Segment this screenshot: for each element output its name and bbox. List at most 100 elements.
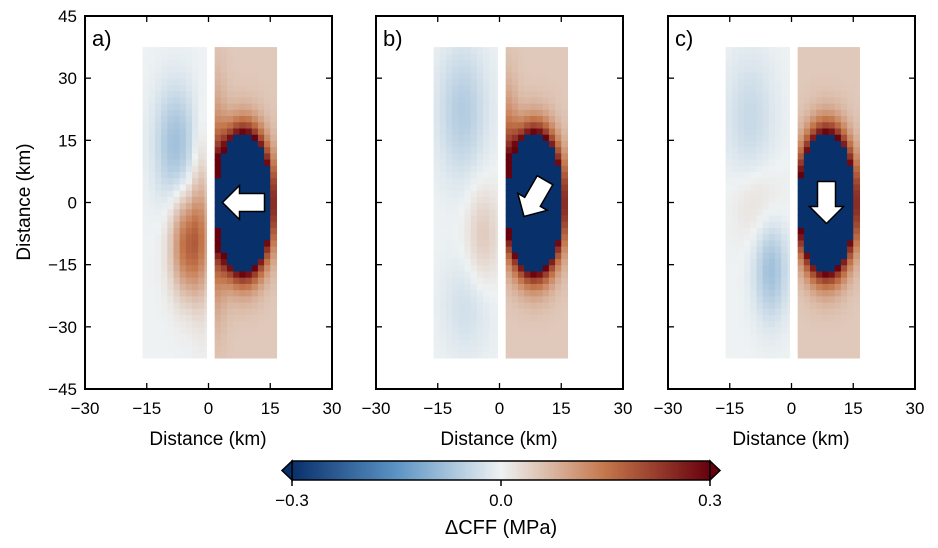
heatmap-cell [179,190,187,197]
heatmap-cell [233,246,240,253]
heatmap-cell [167,239,175,247]
heatmap-cell [257,227,265,235]
heatmap-cell [731,202,739,210]
heatmap-cell [536,295,544,303]
heatmap-cell [840,84,848,92]
heatmap-cell [227,277,234,284]
heatmap-cell [505,71,513,79]
heatmap-cell [433,301,441,309]
heatmap-cell [756,96,764,104]
heatmap-cell [173,84,181,92]
heatmap-cell [227,314,234,322]
heatmap-cell [505,78,513,85]
heatmap-cell [787,53,791,61]
heatmap-cell [731,146,739,154]
heatmap-cell [495,103,499,110]
heatmap-cell [511,320,519,328]
heatmap-cell [439,65,447,73]
heatmap-cell [853,308,861,315]
heatmap-cell [439,351,447,359]
heatmap-cell [762,264,770,272]
heatmap-cell [847,183,854,191]
heatmap-cell [470,171,478,179]
heatmap-cell [816,314,823,322]
heatmap-cell [179,121,187,129]
heatmap-cell [495,326,499,334]
heatmap-cell [458,140,466,148]
heatmap-cell [816,295,823,303]
heatmap-cell [154,121,162,129]
heatmap-cell [847,301,854,309]
heatmap-cell [204,165,208,173]
heatmap-cell [797,295,805,303]
heatmap-cell [452,202,459,210]
heatmap-cell [148,221,156,228]
heatmap-cell [161,326,168,334]
heatmap-cell [458,202,466,210]
heatmap-cell [458,115,466,123]
heatmap-cell [227,103,234,110]
heatmap-cell [840,351,848,359]
heatmap-cell [834,103,842,110]
heatmap-cell [452,47,459,54]
heatmap-cell [142,339,150,347]
heatmap-cell [775,177,782,185]
heatmap-cell [810,320,817,328]
heatmap-cell [470,196,478,204]
heatmap-cell [542,71,550,79]
heatmap-cell [542,90,550,98]
heatmap-cell [775,196,782,204]
heatmap-cell [483,351,490,359]
heatmap-cell [561,165,569,173]
heatmap-cell [731,208,739,216]
heatmap-cell [768,78,776,85]
heatmap-cell [179,53,187,61]
heatmap-cell [179,326,187,334]
heatmap-cell [775,264,782,272]
heatmap-cell [542,351,550,359]
heatmap-cell [750,78,758,85]
heatmap-cell [536,115,544,123]
heatmap-cell [548,333,556,340]
heatmap-cell [433,246,441,253]
heatmap-cell [797,177,805,185]
heatmap-cell [561,208,569,216]
heatmap-cell [227,146,234,154]
heatmap-cell [439,320,447,328]
heatmap-cell [536,96,544,104]
heatmap-cell [775,109,782,117]
heatmap-cell [245,239,253,247]
heatmap-cell [797,96,805,104]
heatmap-cell [505,301,513,309]
heatmap-cell [264,202,271,210]
heatmap-cell [561,59,569,67]
heatmap-cell [768,326,776,334]
heatmap-cell [781,90,788,98]
heatmap-cell [555,333,562,340]
heatmap-cell [464,264,472,272]
heatmap-cell [853,208,861,216]
heatmap-cell [264,84,271,92]
heatmap-cell [787,301,791,309]
heatmap-cell [458,345,466,353]
heatmap-cell [245,158,253,166]
heatmap-cell [167,339,175,347]
heatmap-cell [142,59,150,67]
heatmap-cell [142,289,150,297]
heatmap-cell [756,196,764,204]
heatmap-cell [179,47,187,54]
heatmap-cell [511,277,519,284]
heatmap-cell [768,115,776,123]
heatmap-cell [775,202,782,210]
heatmap-cell [797,183,805,191]
heatmap-cell [775,233,782,241]
heatmap-cell [452,214,459,222]
heatmap-cell [834,121,842,129]
heatmap-cell [167,121,175,129]
heatmap-cell [167,171,175,179]
heatmap-cell [768,208,776,216]
heatmap-cell [214,314,222,322]
heatmap-cell [555,339,562,347]
heatmap-cell [750,289,758,297]
heatmap-cell [142,301,150,309]
